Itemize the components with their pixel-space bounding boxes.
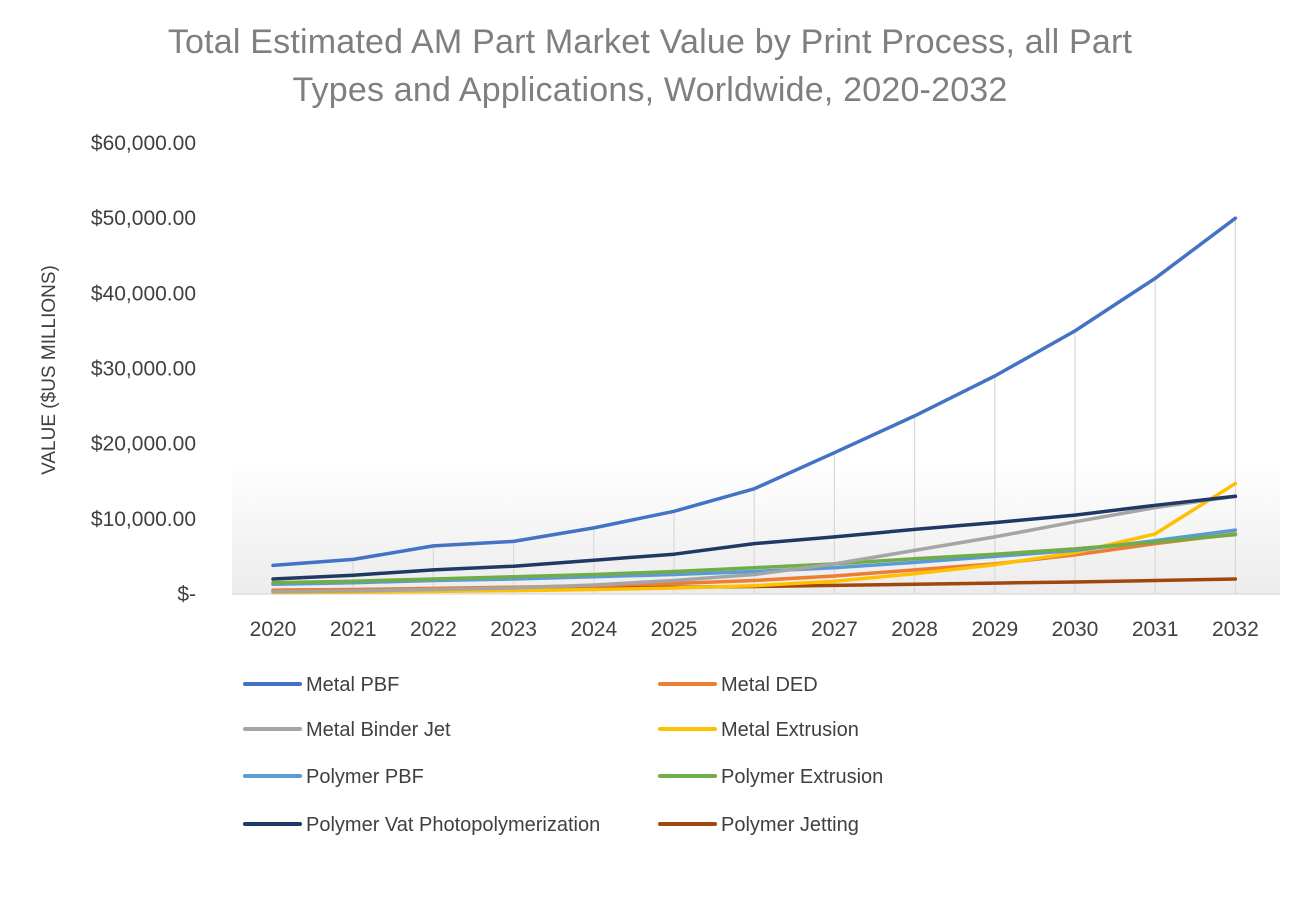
x-tick-label: 2020 — [250, 618, 297, 641]
y-tick-label: $20,000.00 — [91, 433, 196, 456]
series-line-metal-binder-jet — [271, 494, 1238, 594]
y-tick-label: $60,000.00 — [91, 132, 196, 155]
legend-label-metal-extrusion: Metal Extrusion — [721, 719, 859, 741]
x-tick-label: 2032 — [1212, 618, 1259, 641]
series-line-metal-extrusion — [271, 481, 1238, 595]
series-line-polymer-vat-photopolymerization — [271, 494, 1238, 581]
x-tick-label: 2030 — [1052, 618, 1099, 641]
x-tick-label: 2022 — [410, 618, 457, 641]
chart-title: Total Estimated AM Part Market Value by … — [100, 18, 1200, 114]
x-tick-label: 2021 — [330, 618, 377, 641]
y-tick-label: $- — [177, 583, 196, 606]
x-tick-label: 2025 — [651, 618, 698, 641]
y-tick-label: $50,000.00 — [91, 207, 196, 230]
series-lines — [271, 216, 1238, 595]
legend-label-polymer-pbf: Polymer PBF — [306, 766, 424, 788]
series-line-metal-pbf — [271, 216, 1238, 568]
x-tick-label: 2023 — [490, 618, 537, 641]
y-axis-label: VALUE ($US MILLIONS) — [39, 265, 60, 475]
legend-label-polymer-vat-photopolymerization: Polymer Vat Photopolymerization — [306, 814, 600, 836]
legend-label-metal-pbf: Metal PBF — [306, 674, 399, 696]
chart-title-line-2: Types and Applications, Worldwide, 2020-… — [292, 71, 1008, 109]
legend-label-metal-ded: Metal DED — [721, 674, 818, 696]
legend-label-metal-binder-jet: Metal Binder Jet — [306, 719, 451, 741]
x-axis: 2020 2021 2022 2023 2024 2025 2026 2027 2028 2029… — [250, 618, 1259, 641]
x-tick-label: 2028 — [891, 618, 938, 641]
series-line-polymer-extrusion — [271, 532, 1238, 585]
y-tick-label: $30,000.00 — [91, 358, 196, 381]
legend-label-polymer-jetting: Polymer Jetting — [721, 814, 859, 836]
y-axis: $- $10,000.00 $20,000.00 $30,000.00 $40,000.… — [91, 132, 196, 606]
y-tick-label: $10,000.00 — [91, 508, 196, 531]
x-tick-label: 2029 — [971, 618, 1018, 641]
chart-title-line-1: Total Estimated AM Part Market Value by … — [167, 23, 1133, 61]
x-tick-label: 2026 — [731, 618, 778, 641]
x-tick-label: 2027 — [811, 618, 858, 641]
legend: Metal PBF Metal DED Metal Binder Jet Metal … — [243, 674, 883, 836]
x-tick-label: 2024 — [570, 618, 617, 641]
x-tick-label: 2031 — [1132, 618, 1179, 641]
legend-label-polymer-extrusion: Polymer Extrusion — [721, 766, 883, 788]
y-tick-label: $40,000.00 — [91, 282, 196, 305]
